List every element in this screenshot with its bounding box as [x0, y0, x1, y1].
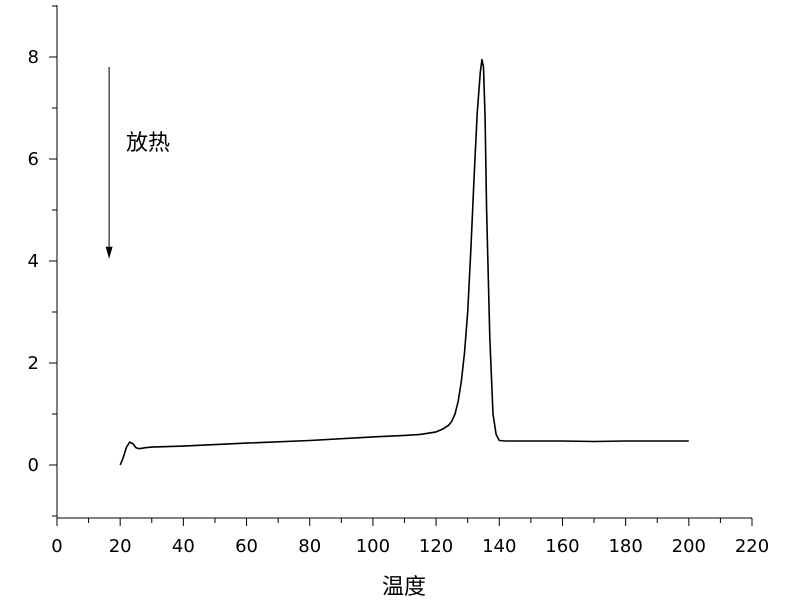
- x-tick-label: 0: [51, 536, 62, 557]
- x-tick-label: 140: [482, 536, 516, 557]
- x-tick-label: 80: [298, 536, 321, 557]
- x-tick-label: 100: [356, 536, 390, 557]
- x-axis-ticks: 0 20 40 60 80 100 120 140 160 180 200 220: [51, 518, 769, 557]
- y-tick-label: 0: [28, 455, 39, 476]
- exotherm-annotation: 放热: [105, 67, 170, 259]
- y-tick-label: 8: [28, 47, 39, 68]
- series-line: [119, 58, 689, 466]
- x-tick-label: 180: [608, 536, 642, 557]
- x-axis-label: 温度: [382, 575, 426, 600]
- x-tick-label: 120: [419, 536, 453, 557]
- x-tick-label: 60: [235, 536, 258, 557]
- x-tick-label: 20: [109, 536, 132, 557]
- x-tick-label: 220: [735, 536, 769, 557]
- y-axis-ticks: 0 2 4 6 8: [28, 5, 57, 517]
- x-tick-label: 200: [672, 536, 706, 557]
- x-tick-label: 40: [172, 536, 195, 557]
- y-tick-label: 4: [28, 251, 39, 272]
- y-tick-label: 2: [28, 353, 39, 374]
- x-tick-label: 160: [545, 536, 579, 557]
- exotherm-label: 放热: [126, 131, 170, 156]
- exotherm-arrow-head: [105, 246, 113, 259]
- y-tick-label: 6: [28, 149, 39, 170]
